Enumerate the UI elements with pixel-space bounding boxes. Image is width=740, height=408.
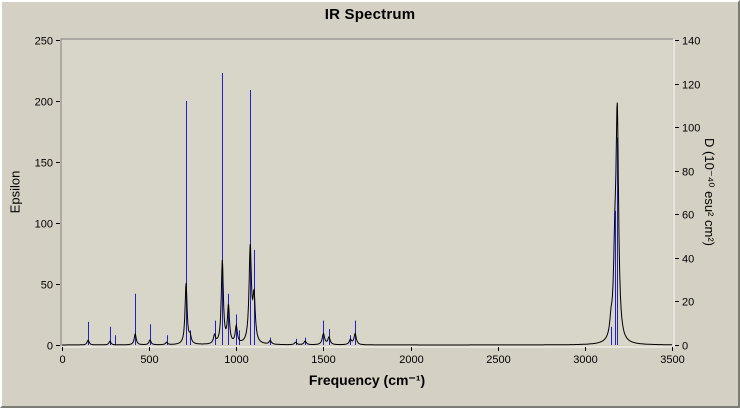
x-axis-label: Frequency (cm⁻¹) [308, 372, 426, 388]
y-right-tick-label: 40 [682, 254, 694, 266]
y-right-tick-label: 80 [682, 167, 694, 179]
y-left-tick-label: 50 [41, 280, 53, 292]
x-tick-label: 500 [140, 354, 158, 366]
y-left-tick-label: 100 [35, 219, 53, 231]
x-tick-label: 2500 [486, 354, 510, 366]
y-left-tick-label: 0 [47, 341, 53, 353]
y-left-tick-label: 250 [35, 36, 53, 48]
x-tick-label: 0 [59, 354, 65, 366]
plot-border-light [61, 39, 675, 348]
x-tick-label: 3000 [573, 354, 597, 366]
plot-background [62, 40, 672, 345]
y-right-tick-label: 20 [682, 297, 694, 309]
y-left-tick-label: 150 [35, 158, 53, 170]
chart-title: IR Spectrum [324, 6, 416, 23]
plot-border-dark [60, 38, 673, 346]
x-tick-label: 1000 [224, 354, 248, 366]
y-right-tick-label: 0 [682, 341, 688, 353]
y-left-tick-label: 200 [35, 97, 53, 109]
x-tick-label: 3500 [660, 354, 684, 366]
y-right-tick-label: 60 [682, 210, 694, 222]
y-right-tick-label: 140 [682, 36, 700, 48]
x-tick-label: 1500 [311, 354, 335, 366]
broadened-curve [62, 102, 672, 346]
y-right-tick-label: 120 [682, 80, 700, 92]
y-right-tick-label: 100 [682, 123, 700, 135]
x-tick-label: 2000 [399, 354, 423, 366]
